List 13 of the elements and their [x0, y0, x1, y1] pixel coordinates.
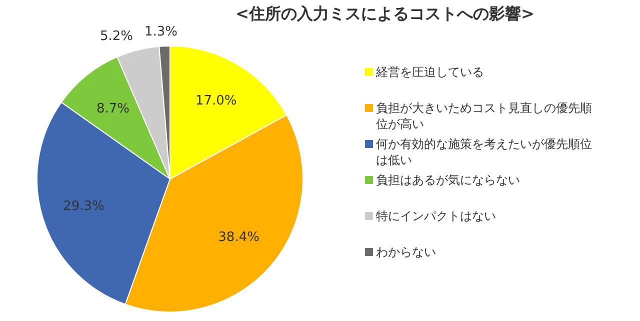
legend-label: 経営を圧迫している	[376, 64, 484, 80]
data-label: 38.4%	[218, 230, 260, 246]
data-label: 5.2%	[100, 28, 133, 44]
legend-label: 負担が大きいためコスト見直しの優先順位が高い	[376, 100, 593, 132]
data-label: 8.7%	[96, 101, 130, 116]
chart-title: <住所の入力ミスによるコストへの影響>	[234, 4, 536, 25]
legend-label: 何か有効的な施策を考えたいが優先順位は低い	[376, 136, 593, 168]
legend-label: 特にインパクトはない	[376, 208, 496, 224]
data-label: 29.3%	[63, 198, 104, 214]
data-label: 1.3%	[144, 24, 178, 40]
data-label: 17.0%	[195, 94, 237, 109]
legend-label: わからない	[376, 244, 436, 260]
legend-label: 負担はあるが気にならない	[376, 172, 520, 188]
